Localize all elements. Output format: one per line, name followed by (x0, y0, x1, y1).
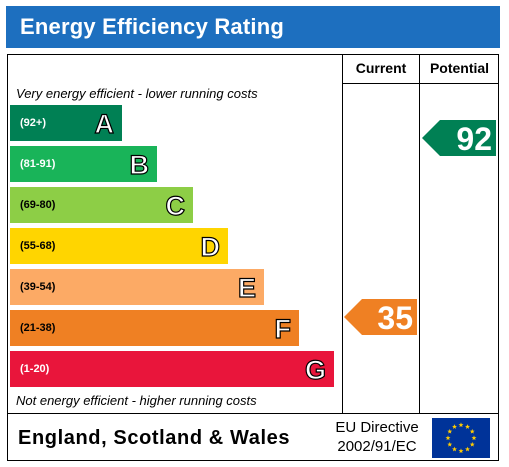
eu-star (452, 424, 457, 429)
directive-line-2: 2002/91/EC (337, 438, 417, 455)
region-label: England, Scotland & Wales (18, 427, 291, 449)
band-f: (21-38) F (10, 310, 299, 346)
rating-table-frame (7, 54, 499, 461)
band-range-label: (92+) (20, 117, 46, 129)
band-range-label: (1-20) (20, 363, 50, 375)
current-rating-value: 35 (377, 300, 413, 336)
inefficient-caption: Not energy efficient - higher running co… (16, 393, 257, 408)
band-range-label: (81-91) (20, 158, 56, 170)
band-letter: C (165, 190, 186, 221)
current-column-heading: Current (355, 60, 407, 76)
band-letter: F (274, 313, 292, 344)
page-title: Energy Efficiency Rating (20, 14, 284, 39)
band-letter: B (129, 149, 150, 180)
eu-star (469, 441, 475, 447)
potential-column-heading: Potential (429, 60, 490, 76)
eu-star (458, 422, 464, 428)
band-range-label: (39-54) (20, 281, 56, 293)
eu-flag-stars (445, 422, 477, 454)
potential-column-divider (419, 54, 420, 414)
potential-rating-arrow: 92 (422, 120, 496, 157)
band-letter: G (304, 354, 326, 385)
current-column-divider (342, 54, 343, 414)
band-range-label: (55-68) (20, 240, 56, 252)
directive-line-1: EU Directive (335, 419, 419, 436)
band-d: (55-68) D (10, 228, 228, 264)
eu-star (465, 424, 470, 429)
header-bar: Energy Efficiency Rating (6, 6, 500, 48)
band-e: (39-54) E (10, 269, 264, 305)
potential-arrow-shape (422, 120, 496, 156)
eu-star (458, 448, 464, 454)
band-letter: E (237, 272, 256, 303)
band-c: (69-80) C (10, 187, 193, 223)
band-g: (1-20) G (10, 351, 334, 387)
footer-divider (7, 413, 499, 414)
current-arrow-shape (344, 299, 417, 335)
eu-flag-icon (432, 418, 490, 458)
eu-star (447, 441, 453, 447)
eu-star (452, 446, 457, 452)
eu-star (471, 435, 477, 441)
band-range-label: (69-80) (20, 199, 56, 211)
eu-star (465, 446, 470, 452)
band-range-label: (21-38) (20, 322, 56, 334)
band-b: (81-91) B (10, 146, 157, 182)
header-row-divider (342, 83, 499, 84)
current-rating-arrow: 35 (344, 299, 417, 336)
band-a: (92+) A (10, 105, 122, 141)
efficient-caption: Very energy efficient - lower running co… (16, 86, 258, 101)
eu-star (469, 428, 475, 434)
eu-star (445, 435, 451, 441)
band-letter: A (94, 108, 115, 139)
band-letter: D (200, 231, 221, 262)
potential-rating-value: 92 (456, 121, 492, 157)
eu-star (447, 428, 453, 434)
